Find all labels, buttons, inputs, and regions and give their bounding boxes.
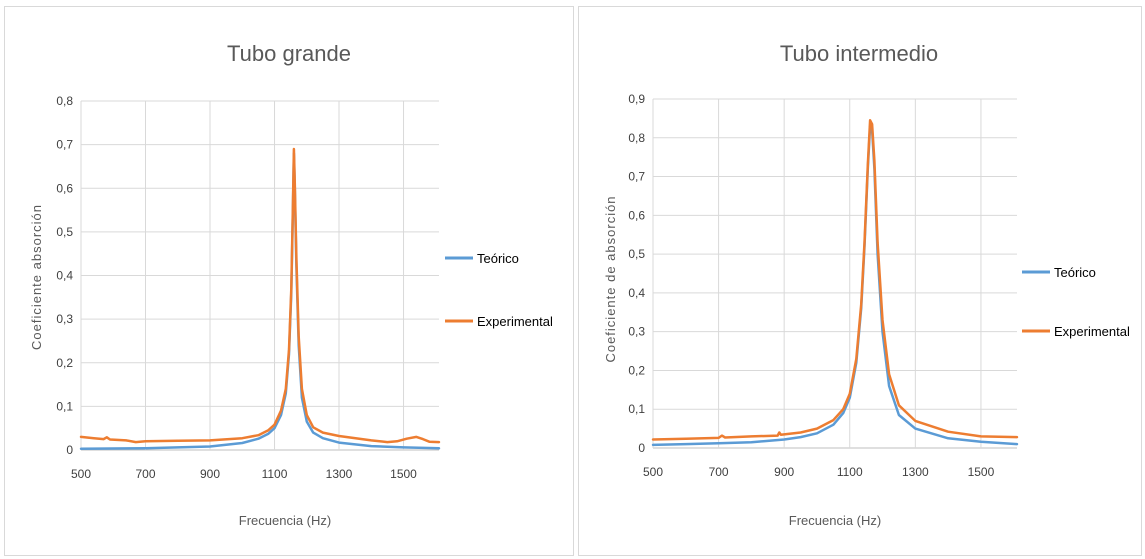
y-tick-label: 0,5 [628,247,645,261]
x-tick-label: 700 [135,467,155,481]
y-tick-label: 0,2 [628,363,645,377]
series-line-experimental [79,147,441,444]
x-axis-label: Frecuencia (Hz) [789,513,881,528]
y-tick-label: 0,7 [628,170,645,184]
y-tick-label: 0,5 [56,225,73,239]
chart-panel-tubo-grande: Tubo grande Frecuencia (Hz) Coeficiente … [4,6,574,556]
y-tick-label: 0,8 [628,131,645,145]
chart-tubo-intermedio: Tubo intermedio Frecuencia (Hz) Coeficie… [603,41,1130,528]
y-tick-label: 0,4 [628,286,645,300]
y-tick-label: 0,3 [628,325,645,339]
chart-title: Tubo grande [227,41,351,66]
x-axis-label: Frecuencia (Hz) [239,513,331,528]
y-tick-label: 0,1 [56,399,73,413]
x-tick-label: 500 [71,467,91,481]
y-tick-label: 0,1 [628,402,645,416]
x-tick-label: 700 [709,465,729,479]
legend-label-experimental: Experimental [1054,324,1130,339]
y-axis-label: Coeficiente absorción [29,204,44,350]
series-line-teorico [651,124,1019,447]
y-tick-label: 0,6 [56,181,73,195]
x-tick-label: 1500 [968,465,995,479]
x-tick-label: 1500 [390,467,417,481]
x-tick-label: 1300 [902,465,929,479]
y-tick-label: 0,9 [628,92,645,106]
y-tick-label: 0 [638,441,645,455]
chart-tubo-grande: Tubo grande Frecuencia (Hz) Coeficiente … [29,41,553,528]
y-axis-label: Coeficiente de absorción [603,195,618,362]
legend-label-experimental: Experimental [477,314,553,329]
series-line-teorico [79,152,441,450]
chart-panel-tubo-intermedio: Tubo intermedio Frecuencia (Hz) Coeficie… [578,6,1142,556]
y-tick-label: 0 [66,443,73,457]
x-tick-label: 900 [200,467,220,481]
y-tick-label: 0,7 [56,138,73,152]
x-tick-label: 1100 [262,467,288,481]
y-tick-label: 0,6 [628,208,645,222]
legend-label-teorico: Teórico [1054,265,1096,280]
series-line-experimental [651,119,1019,441]
y-tick-label: 0,2 [56,356,73,370]
x-tick-label: 900 [774,465,794,479]
chart-title: Tubo intermedio [780,41,938,66]
y-tick-label: 0,3 [56,312,73,326]
x-tick-label: 1300 [326,467,353,481]
x-tick-label: 500 [643,465,663,479]
x-tick-label: 1100 [837,465,863,479]
y-tick-label: 0,8 [56,94,73,108]
legend-label-teorico: Teórico [477,251,519,266]
y-tick-label: 0,4 [56,269,73,283]
